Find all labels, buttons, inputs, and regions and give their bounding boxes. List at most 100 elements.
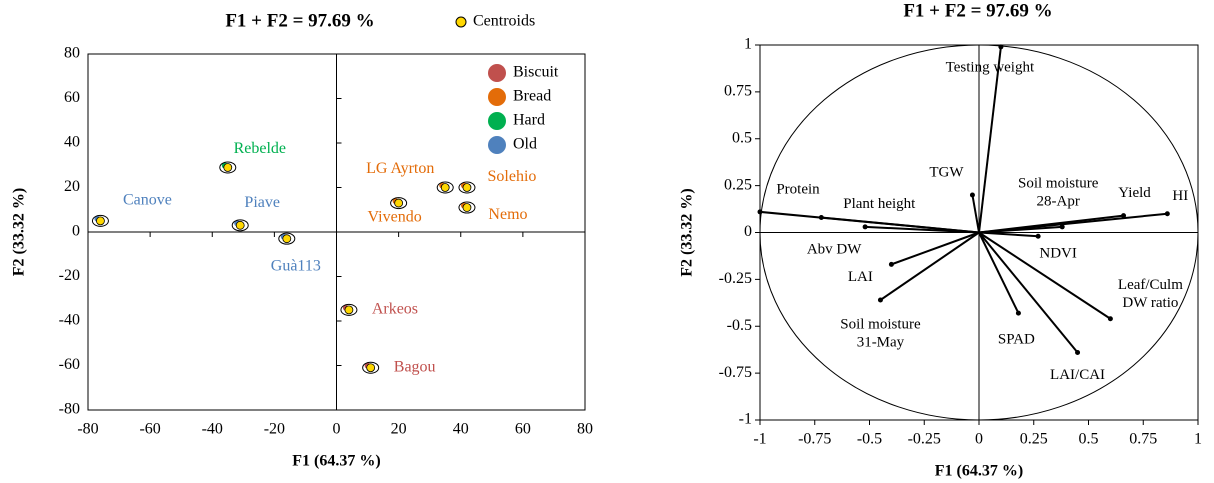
legend-marker <box>455 16 467 28</box>
legend-label: Centroids <box>473 13 535 30</box>
vector-end <box>1035 233 1041 239</box>
x-tick-label: 60 <box>515 421 531 438</box>
variable-label: Protein <box>776 181 820 197</box>
confidence-ellipse <box>390 197 408 210</box>
legend-label: Bread <box>513 88 551 105</box>
variable-label: LAI <box>848 269 873 285</box>
legend-swatch <box>488 136 506 154</box>
y-tick-label: 1 <box>744 36 752 53</box>
loading-vector <box>891 231 980 266</box>
point-label: Piave <box>244 194 280 211</box>
y-axis-title: F2 (33.32 %) <box>679 188 696 276</box>
vector-end <box>1164 211 1170 217</box>
vector-end <box>998 44 1004 50</box>
centroid <box>96 216 105 226</box>
vector-end <box>969 192 975 198</box>
loading-vector <box>865 225 980 234</box>
unit-circle <box>759 44 1199 421</box>
x-tick-label: -0.5 <box>857 431 882 448</box>
x-tick-label: 1 <box>1194 431 1202 448</box>
centroid <box>235 220 245 230</box>
vector-end <box>818 215 824 220</box>
x-tick-label: -40 <box>202 421 223 438</box>
y-tick-label: 0.25 <box>724 176 752 193</box>
variable-label: Plant height <box>843 196 916 212</box>
legend-label: Biscuit <box>513 64 559 81</box>
variable-label: TGW <box>929 164 964 180</box>
point-label: Canove <box>123 192 172 209</box>
y-tick-label: 0 <box>72 223 80 240</box>
point-label: Bagou <box>394 358 436 375</box>
x-tick-label: 40 <box>453 421 469 438</box>
x-tick-label: -20 <box>264 421 285 438</box>
variable-label: Testing weight <box>946 59 1035 75</box>
vector-end <box>888 261 894 267</box>
legend-swatch <box>488 112 506 130</box>
x-tick-label: 0.5 <box>1079 431 1099 448</box>
point-label: Vivendo <box>368 209 422 226</box>
loading-vector <box>879 231 980 301</box>
y-tick-label: -0.75 <box>719 364 752 381</box>
y-tick-label: -20 <box>59 267 80 284</box>
x-tick-label: 0.75 <box>1129 431 1157 448</box>
centroid <box>440 183 450 192</box>
vector-end <box>757 209 763 215</box>
variable-label: NDVI <box>1039 246 1077 262</box>
legend-label: Old <box>513 136 537 153</box>
confidence-ellipse <box>219 161 237 174</box>
variable-label: HI <box>1172 188 1188 204</box>
vector-end <box>877 297 883 303</box>
centroid <box>366 363 376 373</box>
confidence-ellipse <box>278 232 296 245</box>
x-tick-label: -0.75 <box>798 431 831 448</box>
vector-end <box>862 224 868 230</box>
y-tick-label: 80 <box>64 45 80 62</box>
y-tick-label: -80 <box>59 401 80 418</box>
x-tick-label: 0 <box>975 431 983 448</box>
y-tick-label: -0.25 <box>719 270 752 287</box>
y-tick-label: 60 <box>64 89 80 106</box>
x-tick-label: 0.25 <box>1020 431 1048 448</box>
centroid <box>344 305 354 315</box>
x-tick-label: 20 <box>391 421 407 438</box>
loading-vector <box>978 46 1002 233</box>
confidence-ellipse <box>91 214 109 227</box>
loading-vector <box>971 194 980 233</box>
x-tick-label: -60 <box>139 421 160 438</box>
confidence-ellipse <box>340 303 358 316</box>
confidence-ellipse <box>436 181 454 194</box>
centroid <box>462 203 472 212</box>
y-tick-label: -1 <box>739 411 752 428</box>
y-tick-label: 0.75 <box>724 83 752 100</box>
loading-vector <box>821 216 980 234</box>
variable-label: Leaf/Culm <box>1118 277 1183 293</box>
loading-vector <box>978 212 1168 234</box>
variable-label: Abv DW <box>807 241 862 257</box>
y-axis-title: F2 (33.32 %) <box>11 188 28 276</box>
variable-label: 31-May <box>857 334 905 350</box>
vector-end <box>1015 310 1021 316</box>
legend-label: Hard <box>513 112 545 129</box>
vector-end <box>1121 213 1127 219</box>
point-label: Rebelde <box>234 140 286 157</box>
centroid <box>282 234 292 244</box>
y-tick-label: -40 <box>59 312 80 329</box>
chart-title: F1 + F2 = 97.69 % <box>903 0 1052 21</box>
point-label: Solehio <box>488 168 537 185</box>
x-axis-title: F1 (64.37 %) <box>935 463 1023 480</box>
variable-label: Soil moisture <box>840 316 921 332</box>
centroid <box>462 183 472 192</box>
variable-label: LAI/CAI <box>1050 367 1105 383</box>
centroid <box>394 198 404 208</box>
legend-swatch <box>488 88 506 106</box>
vector-end <box>1059 224 1065 230</box>
centroid <box>223 163 233 172</box>
x-axis-title: F1 (64.37 %) <box>292 453 380 470</box>
variable-label: SPAD <box>998 332 1035 348</box>
point-label: Arkeos <box>372 301 418 318</box>
x-tick-label: 80 <box>577 421 593 438</box>
confidence-ellipse <box>362 361 380 374</box>
point-label: LG Ayrton <box>366 160 434 177</box>
loading-vector <box>978 231 1111 320</box>
